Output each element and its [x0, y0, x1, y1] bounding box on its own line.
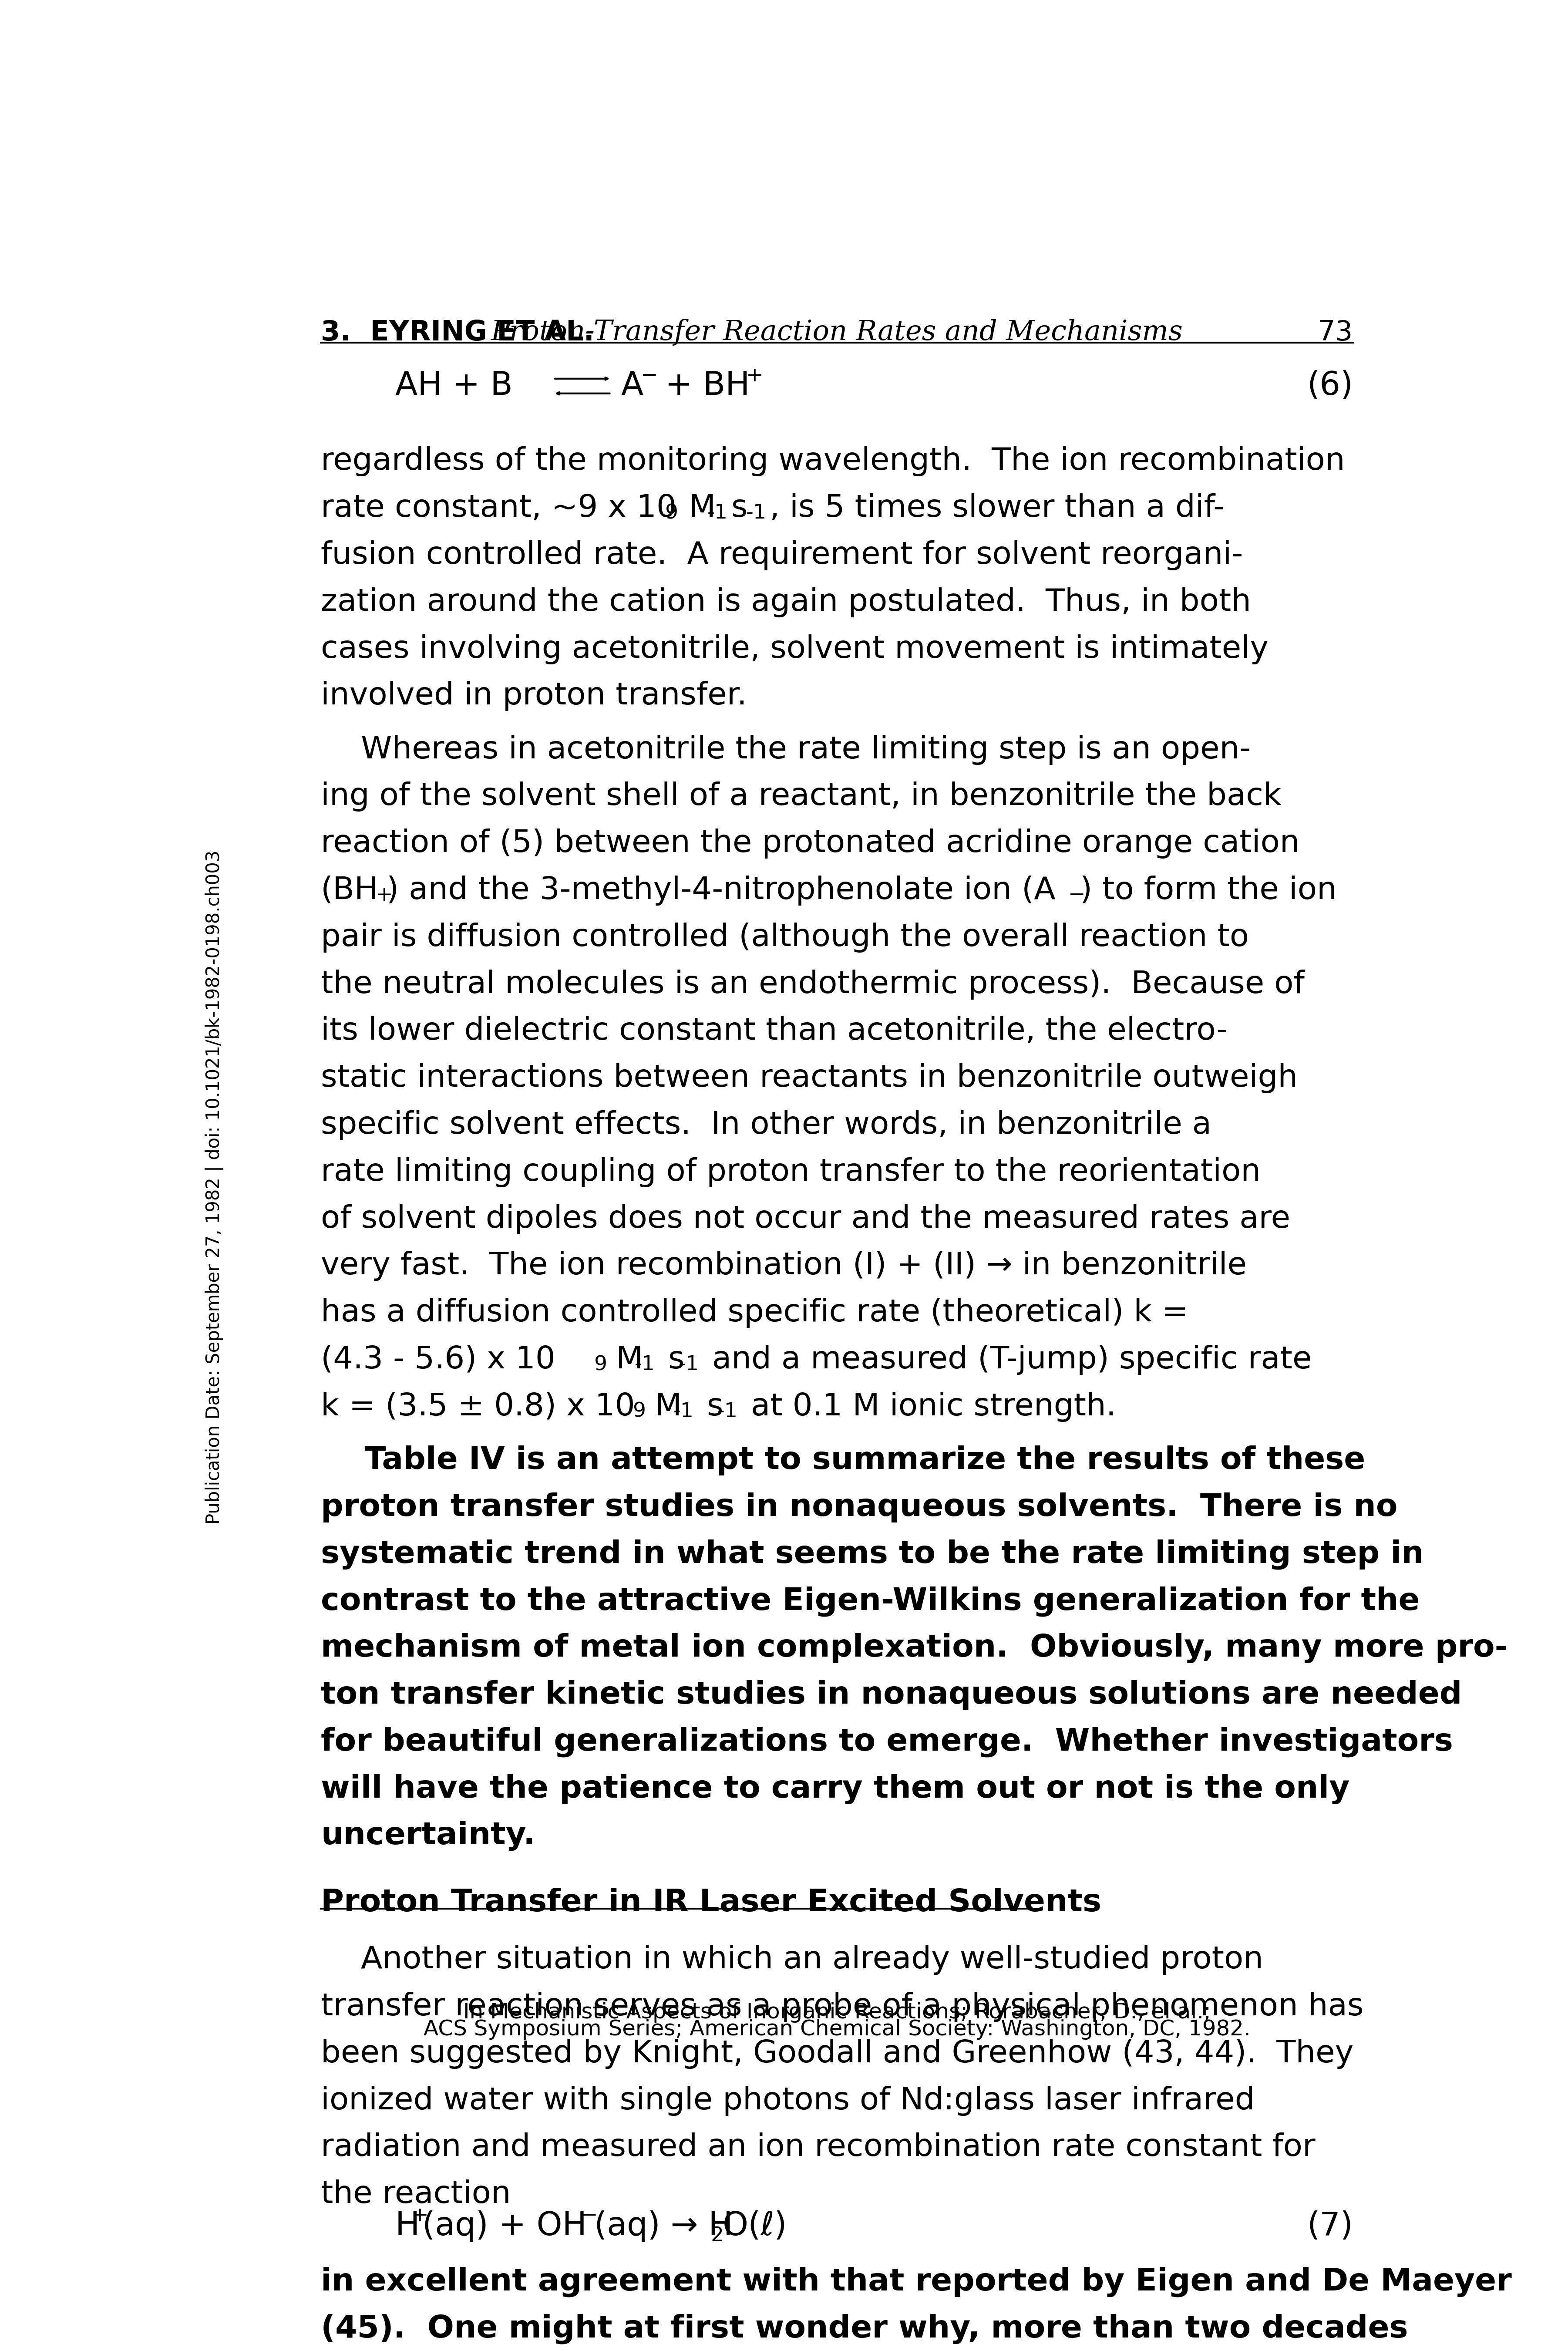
Text: transfer reaction serves as a probe of a physical phenomenon has: transfer reaction serves as a probe of a…	[321, 1991, 1364, 2022]
Text: static interactions between reactants in benzonitrile outweigh: static interactions between reactants in…	[321, 1063, 1298, 1093]
Text: -1: -1	[635, 1354, 655, 1375]
Text: radiation and measured an ion recombination rate constant for: radiation and measured an ion recombinat…	[321, 2132, 1316, 2163]
Text: 2: 2	[710, 2226, 723, 2245]
Text: -1: -1	[707, 503, 728, 522]
Text: k = (3.5 ± 0.8) x 10: k = (3.5 ± 0.8) x 10	[321, 1392, 635, 1422]
Text: has a diffusion controlled specific rate (theoretical) k =: has a diffusion controlled specific rate…	[321, 1298, 1189, 1328]
Text: rate constant, ~9 x 10: rate constant, ~9 x 10	[321, 494, 676, 524]
Text: zation around the cation is again postulated.  Thus, in both: zation around the cation is again postul…	[321, 588, 1251, 618]
Text: proton transfer studies in nonaqueous solvents.  There is no: proton transfer studies in nonaqueous so…	[321, 1493, 1397, 1523]
Text: -1: -1	[717, 1401, 737, 1422]
Text: ionized water with single photons of Nd:glass laser infrared: ionized water with single photons of Nd:…	[321, 2085, 1254, 2116]
Text: AH + B: AH + B	[395, 369, 513, 402]
Text: contrast to the attractive Eigen-Wilkins generalization for the: contrast to the attractive Eigen-Wilkins…	[321, 1587, 1419, 1617]
Text: In Mechanistic Aspects of Inorganic Reactions; Rorabacher, D., el al.;: In Mechanistic Aspects of Inorganic Reac…	[463, 2003, 1210, 2022]
Text: (7): (7)	[1308, 2210, 1353, 2243]
Text: +: +	[746, 367, 764, 386]
Text: s: s	[731, 494, 746, 524]
Text: the reaction: the reaction	[321, 2179, 511, 2210]
Text: (aq) → H: (aq) → H	[594, 2210, 732, 2243]
Text: -1: -1	[679, 1354, 699, 1375]
Text: will have the patience to carry them out or not is the only: will have the patience to carry them out…	[321, 1775, 1350, 1803]
Text: -1: -1	[746, 503, 767, 522]
Text: very fast.  The ion recombination (I) + (II) → in benzonitrile: very fast. The ion recombination (I) + (…	[321, 1251, 1247, 1281]
Text: 9: 9	[594, 1354, 607, 1375]
Text: + BH: + BH	[655, 369, 750, 402]
Text: Proton-Transfer Reaction Rates and Mechanisms: Proton-Transfer Reaction Rates and Mecha…	[491, 320, 1182, 346]
Text: at 0.1 M ionic strength.: at 0.1 M ionic strength.	[740, 1392, 1116, 1422]
Text: (aq) + OH: (aq) + OH	[422, 2210, 586, 2243]
Text: s: s	[698, 1392, 723, 1422]
Text: Proton Transfer in IR Laser Excited Solvents: Proton Transfer in IR Laser Excited Solv…	[321, 1888, 1101, 1918]
Text: pair is diffusion controlled (although the overall reaction to: pair is diffusion controlled (although t…	[321, 922, 1250, 952]
Text: systematic trend in what seems to be the rate limiting step in: systematic trend in what seems to be the…	[321, 1540, 1424, 1570]
Text: uncertainty.: uncertainty.	[321, 1822, 535, 1850]
Text: s: s	[659, 1345, 685, 1375]
Text: ) to form the ion: ) to form the ion	[1080, 875, 1336, 905]
Text: −: −	[641, 367, 659, 386]
Text: ton transfer kinetic studies in nonaqueous solutions are needed: ton transfer kinetic studies in nonaqueo…	[321, 1681, 1461, 1709]
Text: M: M	[644, 1392, 682, 1422]
Text: reaction of (5) between the protonated acridine orange cation: reaction of (5) between the protonated a…	[321, 828, 1300, 858]
Text: M: M	[679, 494, 715, 524]
Text: +: +	[411, 2205, 428, 2226]
Text: (BH: (BH	[321, 875, 378, 905]
Text: specific solvent effects.  In other words, in benzonitrile a: specific solvent effects. In other words…	[321, 1110, 1212, 1140]
Text: been suggested by Knight, Goodall and Greenhow (43, 44).  They: been suggested by Knight, Goodall and Gr…	[321, 2038, 1353, 2069]
Text: +: +	[376, 886, 394, 905]
Text: ) and the 3-methyl-4-nitrophenolate ion (A: ) and the 3-methyl-4-nitrophenolate ion …	[387, 875, 1055, 905]
Text: -1: -1	[673, 1401, 693, 1422]
Text: 73: 73	[1317, 320, 1353, 346]
Text: , is 5 times slower than a dif-: , is 5 times slower than a dif-	[770, 494, 1225, 524]
Text: the neutral molecules is an endothermic process).  Because of: the neutral molecules is an endothermic …	[321, 969, 1305, 999]
Text: 9: 9	[665, 503, 677, 522]
Text: cases involving acetonitrile, solvent movement is intimately: cases involving acetonitrile, solvent mo…	[321, 635, 1269, 665]
Text: Table IV is an attempt to summarize the results of these: Table IV is an attempt to summarize the …	[321, 1446, 1366, 1476]
Text: ACS Symposium Series; American Chemical Society: Washington, DC, 1982.: ACS Symposium Series; American Chemical …	[423, 2020, 1251, 2041]
Text: Publication Date: September 27, 1982 | doi: 10.1021/bk-1982-0198.ch003: Publication Date: September 27, 1982 | d…	[205, 851, 224, 1523]
Text: rate limiting coupling of proton transfer to the reorientation: rate limiting coupling of proton transfe…	[321, 1157, 1261, 1187]
Text: −: −	[1068, 886, 1085, 905]
Text: and a measured (T-jump) specific rate: and a measured (T-jump) specific rate	[702, 1345, 1312, 1375]
Text: its lower dielectric constant than acetonitrile, the electro-: its lower dielectric constant than aceto…	[321, 1016, 1228, 1046]
Text: in excellent agreement with that reported by Eigen and De Maeyer: in excellent agreement with that reporte…	[321, 2266, 1512, 2297]
Text: 3.  EYRING ET AL.: 3. EYRING ET AL.	[321, 320, 594, 346]
Text: ing of the solvent shell of a reactant, in benzonitrile the back: ing of the solvent shell of a reactant, …	[321, 781, 1281, 811]
Text: −: −	[580, 2205, 597, 2226]
Text: 9: 9	[633, 1401, 646, 1422]
Text: (45).  One might at first wonder why, more than two decades: (45). One might at first wonder why, mor…	[321, 2313, 1408, 2344]
Text: M: M	[605, 1345, 643, 1375]
Text: mechanism of metal ion complexation.  Obviously, many more pro-: mechanism of metal ion complexation. Obv…	[321, 1634, 1508, 1662]
Text: Another situation in which an already well-studied proton: Another situation in which an already we…	[321, 1944, 1264, 1975]
Text: H: H	[395, 2210, 420, 2243]
Text: for beautiful generalizations to emerge.  Whether investigators: for beautiful generalizations to emerge.…	[321, 1728, 1454, 1756]
Text: (6): (6)	[1308, 369, 1353, 402]
Text: regardless of the monitoring wavelength.  The ion recombination: regardless of the monitoring wavelength.…	[321, 447, 1345, 477]
Text: A: A	[621, 369, 643, 402]
Text: fusion controlled rate.  A requirement for solvent reorgani-: fusion controlled rate. A requirement fo…	[321, 541, 1243, 571]
Text: (4.3 - 5.6) x 10: (4.3 - 5.6) x 10	[321, 1345, 555, 1375]
Text: of solvent dipoles does not occur and the measured rates are: of solvent dipoles does not occur and th…	[321, 1204, 1290, 1234]
Text: involved in proton transfer.: involved in proton transfer.	[321, 682, 746, 710]
Text: Whereas in acetonitrile the rate limiting step is an open-: Whereas in acetonitrile the rate limitin…	[321, 736, 1251, 764]
Text: O(ℓ): O(ℓ)	[723, 2210, 787, 2243]
